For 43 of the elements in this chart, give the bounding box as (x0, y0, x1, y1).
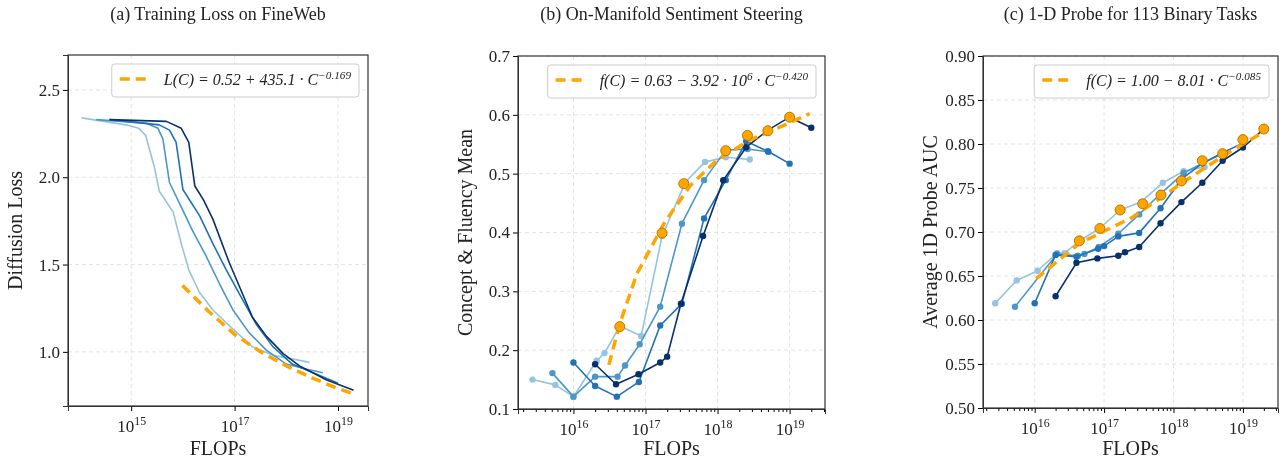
y-axis-title: Average 1D Probe AUC (919, 135, 942, 329)
legend-label: f(C) = 1.00 − 8.01 · C$^{−0.085}$ (1086, 70, 1262, 90)
y-tick-label: 0.3 (488, 282, 510, 302)
x-tick-label: 10$^{17}$ (631, 416, 661, 439)
x-tick-label: 10$^{18}$ (1159, 415, 1189, 438)
legend-label: L(C) = 0.52 + 435.1 · C$^{−0.169}$ (162, 69, 352, 89)
y-tick-label: 0.80 (945, 134, 975, 154)
y-tick-label: 0.85 (945, 90, 975, 110)
x-axis-title: FLOPs (1102, 437, 1160, 459)
y-tick-label: 2.5 (38, 80, 60, 100)
y-tick-label: 0.5 (488, 164, 510, 184)
y-tick-label: 0.60 (945, 310, 975, 330)
x-axis-title: FLOPs (189, 437, 247, 459)
y-tick-label: 0.90 (945, 46, 975, 66)
chart-title: (a) Training Loss on FineWeb (110, 4, 326, 25)
x-tick-label: 10$^{19}$ (775, 416, 805, 439)
y-tick-label: 0.7 (488, 46, 511, 66)
y-tick-label: 0.70 (945, 222, 975, 242)
y-axis-title: Diffusion Loss (4, 170, 26, 291)
x-axis-title: FLOPs (643, 437, 701, 459)
y-tick-label: 0.75 (945, 178, 975, 198)
y-tick-label: 0.65 (945, 266, 975, 286)
x-tick-label: 10$^{18}$ (703, 416, 733, 439)
y-tick-label: 0.50 (945, 398, 975, 418)
y-tick-label: 0.2 (488, 341, 510, 361)
x-tick-label: 10$^{17}$ (220, 413, 250, 436)
y-tick-label: 1.5 (38, 255, 60, 275)
x-tick-label: 10$^{17}$ (1090, 415, 1120, 438)
chart-title: (c) 1-D Probe for 113 Binary Tasks (1003, 4, 1258, 25)
x-tick-label: 10$^{15}$ (117, 413, 147, 436)
y-tick-label: 2.0 (38, 168, 60, 188)
x-tick-label: 10$^{16}$ (559, 416, 589, 439)
y-tick-label: 0.55 (945, 354, 975, 374)
x-tick-label: 10$^{19}$ (324, 413, 354, 436)
y-tick-label: 1.0 (38, 342, 60, 362)
x-tick-label: 10$^{19}$ (1228, 415, 1258, 438)
x-tick-label: 10$^{16}$ (1020, 415, 1050, 438)
chart-title: (b) On-Manifold Sentiment Steering (540, 4, 803, 25)
y-tick-label: 0.4 (488, 223, 511, 243)
y-axis-title: Concept & Fluency Mean (454, 128, 477, 337)
y-tick-label: 0.1 (488, 399, 510, 419)
legend-label: f(C) = 0.63 − 3.92 · 10$^{6}$ · C$^{−0.420}$ (599, 70, 809, 90)
y-tick-label: 0.6 (488, 105, 510, 125)
